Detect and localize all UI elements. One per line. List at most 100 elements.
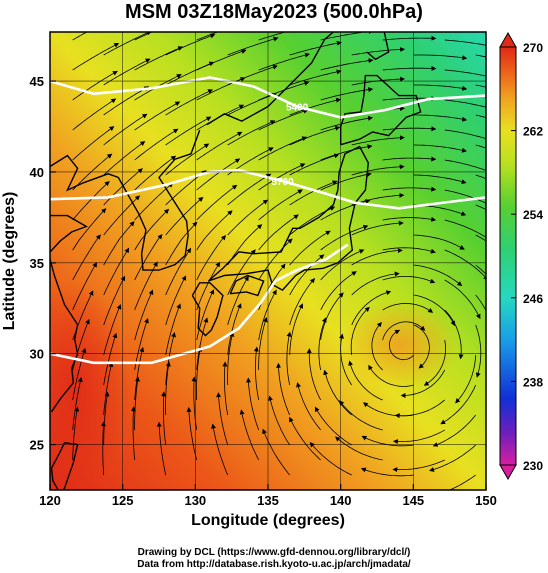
- x-tick-label: 130: [184, 493, 206, 508]
- streamline-arrow: [320, 292, 344, 341]
- streamline-arrow: [134, 376, 140, 431]
- streamline-arrow: [134, 234, 163, 281]
- streamline-arrow: [413, 114, 468, 122]
- streamline-arrow: [165, 89, 214, 116]
- x-tick-label: 125: [112, 493, 134, 508]
- streamline-arrow: [413, 144, 467, 153]
- credit-drawing: Drawing by DCL (https://www.gfd-dennou.o…: [137, 547, 411, 558]
- streamline-arrow: [134, 46, 184, 71]
- streamline-arrow: [227, 173, 272, 206]
- streamline-arrow: [475, 54, 486, 58]
- streamline-arrow: [258, 238, 293, 281]
- streamline-arrow: [382, 65, 437, 71]
- streamline-arrow: [100, 421, 106, 476]
- streamline-arrow: [222, 361, 229, 416]
- streamline-arrow: [413, 294, 455, 327]
- streamline-arrow: [165, 33, 216, 56]
- streamline-arrow: [318, 317, 327, 371]
- streamline-arrow: [289, 254, 325, 296]
- streamline-arrow: [444, 69, 486, 77]
- streamline-arrow: [429, 444, 476, 472]
- streamline-arrow: [444, 129, 486, 140]
- streamline-arrow: [392, 459, 445, 473]
- streamline-arrow: [165, 143, 210, 176]
- streamline-arrow: [289, 69, 342, 86]
- streamline-arrow: [165, 361, 171, 416]
- coastline-segment: [206, 32, 334, 126]
- streamline-arrow: [262, 428, 291, 476]
- streamline-arrow: [314, 406, 352, 446]
- streamline-arrow: [289, 180, 338, 206]
- streamline-arrow: [227, 331, 235, 386]
- streamline-arrow: [440, 384, 477, 425]
- streamline-arrow: [306, 348, 322, 401]
- coastline-segment: [117, 129, 201, 271]
- streamline-arrow: [348, 360, 383, 401]
- streamline-arrow: [455, 354, 477, 404]
- streamline-arrow: [258, 189, 303, 221]
- streamline-arrow: [382, 321, 426, 341]
- streamline-arrow: [258, 52, 310, 71]
- streamline-arrow: [196, 235, 227, 281]
- y-tick-label: 35: [30, 256, 44, 271]
- coastline-segment: [207, 145, 370, 291]
- streamline-arrow: [388, 329, 414, 361]
- streamline-arrow: [350, 306, 370, 356]
- streamline-arrow: [382, 216, 437, 222]
- streamline-arrow: [444, 99, 486, 108]
- streamline-arrow: [296, 382, 322, 431]
- streamline-arrow: [320, 249, 365, 281]
- streamline-arrow: [103, 332, 118, 386]
- streamline-arrow: [72, 181, 110, 221]
- streamline-arrow: [103, 86, 150, 116]
- streamline-arrow: [320, 115, 373, 131]
- x-tick-label: 120: [39, 493, 61, 508]
- streamline-arrow: [268, 395, 291, 446]
- streamline-arrow: [382, 35, 437, 41]
- streamline-arrow: [134, 32, 153, 41]
- streamline-arrow: [253, 346, 260, 401]
- colorbar-top-arrow: [499, 31, 517, 48]
- streamline-arrow: [413, 264, 463, 287]
- streamline-arrow: [103, 113, 148, 146]
- streamline-arrow: [335, 436, 383, 461]
- streamline-arrow: [130, 406, 136, 461]
- streamline-arrow: [196, 184, 238, 221]
- streamline-arrow: [165, 303, 181, 356]
- height-contour-line: [50, 168, 486, 210]
- streamline-arrow: [156, 421, 167, 476]
- streamline-arrow: [368, 364, 414, 387]
- coastline-segment: [340, 74, 422, 146]
- streamline-arrow: [444, 279, 481, 320]
- streamline-arrow: [382, 126, 437, 132]
- streamline-arrow: [134, 155, 177, 191]
- colorbar-tick-label: 254: [523, 208, 543, 222]
- streamline-arrow: [475, 234, 486, 242]
- streamline-arrow: [245, 377, 260, 431]
- streamline-arrow: [227, 120, 276, 146]
- streamline-arrow: [286, 331, 292, 386]
- coastline-segment: [191, 282, 224, 337]
- streamline-arrow: [382, 302, 434, 313]
- streamline-arrow: [339, 400, 383, 431]
- streamline-arrow: [227, 199, 269, 236]
- streamline-arrow: [196, 317, 209, 371]
- credit-data: Data from http://database.rish.kyoto-u.a…: [137, 559, 411, 570]
- streamline-arrow: [392, 429, 445, 445]
- streamline-arrow: [351, 248, 403, 266]
- x-axis-label: Longitude (degrees): [191, 512, 345, 529]
- streamline-arrow: [103, 141, 146, 176]
- streamline-arrow: [103, 221, 135, 266]
- streamline-arrow: [216, 392, 229, 446]
- streamline-arrow: [444, 159, 486, 171]
- streamline-arrow: [103, 304, 122, 356]
- colorbar-tick-label: 270: [523, 41, 543, 55]
- streamline-arrow: [72, 208, 107, 251]
- y-tick-label: 40: [30, 165, 44, 180]
- streamline-arrow: [196, 158, 241, 191]
- streamline-arrow: [72, 234, 101, 281]
- streamline-arrow: [444, 249, 486, 281]
- coastline-segment: [50, 154, 119, 192]
- streamline-arrow: [196, 346, 203, 401]
